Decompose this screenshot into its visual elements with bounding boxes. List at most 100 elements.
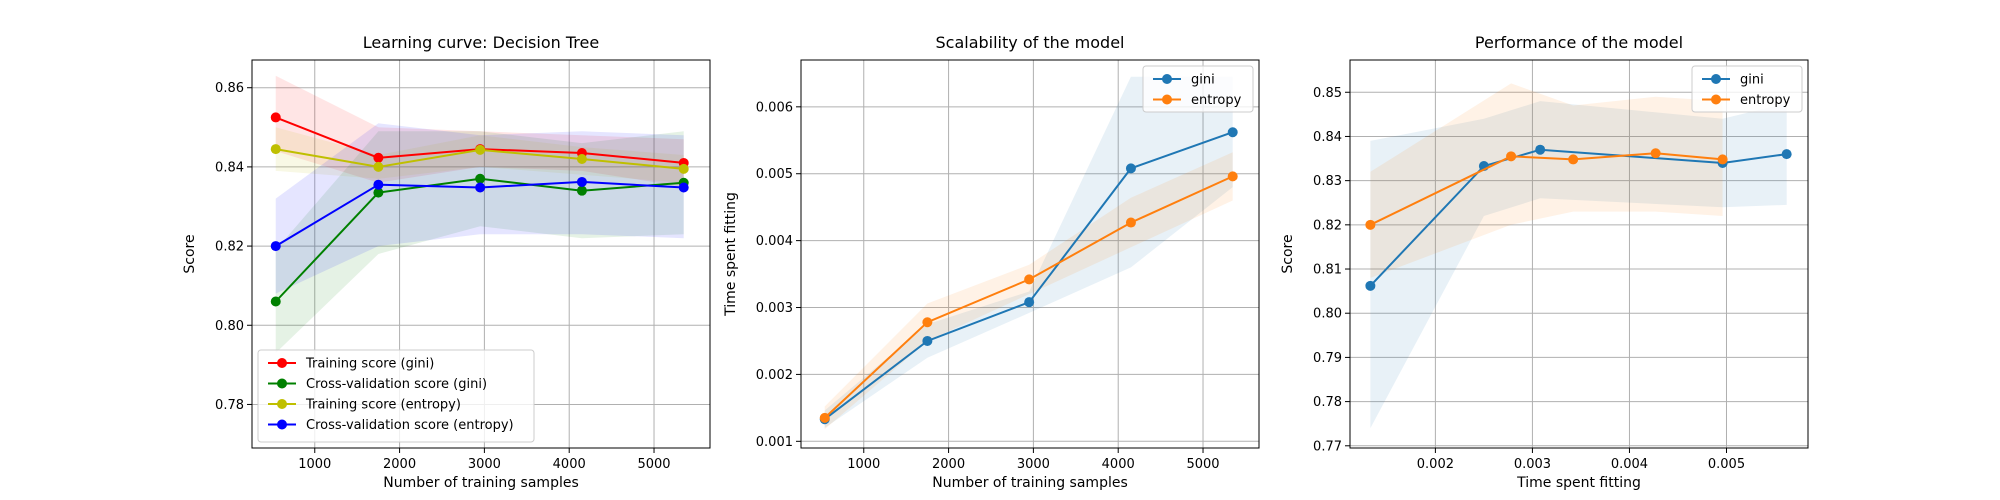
point-gini [1125,163,1136,174]
axes-frame [251,59,711,449]
y-tick-label: 0.79 [1313,351,1342,366]
x-axis-label: Number of training samples [932,475,1128,491]
point-training-score-entropy [475,144,486,155]
legend-entry-cross-validation-score-gini: Cross-validation score (gini) [306,377,487,392]
legend-swatch-marker [1711,74,1721,84]
x-tick-label: 2000 [932,457,965,472]
y-axis-label: Score [1280,234,1296,273]
x-tick-label: 0.002 [1417,457,1454,472]
legend-entry-training-score-entropy: Training score (entropy) [305,398,461,413]
point-entropy [1365,219,1376,230]
axes-frame [800,59,1260,449]
axes-frame [1349,59,1809,449]
point-training-score-gini [373,152,384,163]
point-gini [922,335,933,346]
x-tick-label: 4000 [553,457,586,472]
point-cross-validation-score-entropy [373,179,384,190]
x-tick-label: 0.004 [1611,457,1648,472]
y-tick-label: 0.86 [215,81,244,96]
legend-entry-training-score-gini: Training score (gini) [305,357,434,372]
point-entropy [1125,217,1136,228]
chart-title: Learning curve: Decision Tree [363,33,599,52]
x-tick-label: 0.005 [1708,457,1745,472]
y-tick-label: 0.80 [215,319,244,334]
point-entropy [1227,171,1238,182]
x-tick-label: 3000 [468,457,501,472]
plot-area [1365,83,1792,429]
y-tick-label: 0.78 [215,398,244,413]
y-tick-label: 0.003 [756,301,793,316]
legend-swatch-marker [1162,74,1172,84]
y-tick-label: 0.001 [756,435,793,450]
x-tick-label: 3000 [1017,457,1050,472]
band-gini [1370,101,1787,429]
point-gini [1365,280,1376,291]
point-entropy [1568,154,1579,165]
scalability-panel: Scalability of the model 1000 2000 3000 4000… [723,33,1260,491]
y-tick-label: 0.81 [1313,263,1342,278]
chart-title: Scalability of the model [936,33,1125,52]
y-tick-label: 0.85 [1313,86,1342,101]
y-tick-label: 0.83 [1313,174,1342,189]
legend-entry-gini: gini [1191,73,1215,88]
point-training-score-entropy [270,144,281,155]
point-training-score-entropy [678,163,689,174]
legend: gini entropy [1142,65,1254,113]
point-cross-validation-score-gini [373,187,384,198]
legend-swatch-marker [277,358,287,368]
x-tick-label: 1000 [847,457,880,472]
point-entropy [819,412,830,423]
legend-swatch-marker [1711,94,1721,105]
y-tick-label: 0.004 [756,234,793,249]
point-entropy [1650,148,1661,159]
point-training-score-entropy [576,153,587,164]
legend-frame [257,349,535,443]
point-entropy [1024,274,1035,285]
point-gini [1781,149,1792,160]
legend-entry-entropy: entropy [1740,93,1791,108]
x-tick-label: 0.003 [1514,457,1551,472]
point-entropy [922,317,933,328]
y-axis-label: Score [182,234,198,273]
learning-curve-panel: Learning curve: Decision Tree 1000 2000 300… [182,33,711,491]
legend: gini entropy [1691,65,1803,113]
band-entropy [824,152,1233,430]
legend: Training score (gini) Cross-validation sc… [257,349,535,443]
point-cross-validation-score-entropy [270,241,281,252]
point-cross-validation-score-entropy [576,176,587,187]
legend-entry-entropy: entropy [1191,93,1242,108]
point-gini [1024,297,1035,308]
legend-swatch-marker [1162,94,1172,105]
chart-title: Performance of the model [1475,33,1683,52]
y-tick-label: 0.80 [1313,307,1342,322]
legend-entry-cross-validation-score-entropy: Cross-validation score (entropy) [306,418,514,433]
y-tick-label: 0.002 [756,368,793,383]
legend-swatch-marker [277,419,287,430]
x-tick-label: 5000 [1186,457,1219,472]
y-tick-label: 0.84 [1313,130,1342,145]
y-tick-label: 0.78 [1313,395,1342,410]
y-tick-label: 0.006 [756,100,793,115]
legend-swatch-marker [277,378,287,389]
point-cross-validation-score-gini [475,173,486,184]
point-training-score-entropy [373,161,384,172]
y-tick-label: 0.77 [1313,439,1342,454]
y-tick-label: 0.82 [1313,218,1342,233]
y-axis-label: Time spent fitting [723,192,739,317]
x-tick-label: 2000 [383,457,416,472]
point-gini [1535,144,1546,155]
point-cross-validation-score-gini [576,185,587,196]
plot-area [819,76,1238,430]
legend-swatch-marker [277,399,287,409]
y-tick-label: 0.84 [215,160,244,175]
point-gini [1227,127,1238,138]
band-entropy [1370,83,1723,278]
legend-entry-gini: gini [1740,73,1764,88]
x-axis-label: Time spent fitting [1516,475,1641,491]
x-tick-label: 4000 [1102,457,1135,472]
point-entropy [1717,154,1728,165]
point-cross-validation-score-entropy [678,182,689,193]
x-tick-label: 5000 [637,457,670,472]
x-tick-label: 1000 [298,457,331,472]
